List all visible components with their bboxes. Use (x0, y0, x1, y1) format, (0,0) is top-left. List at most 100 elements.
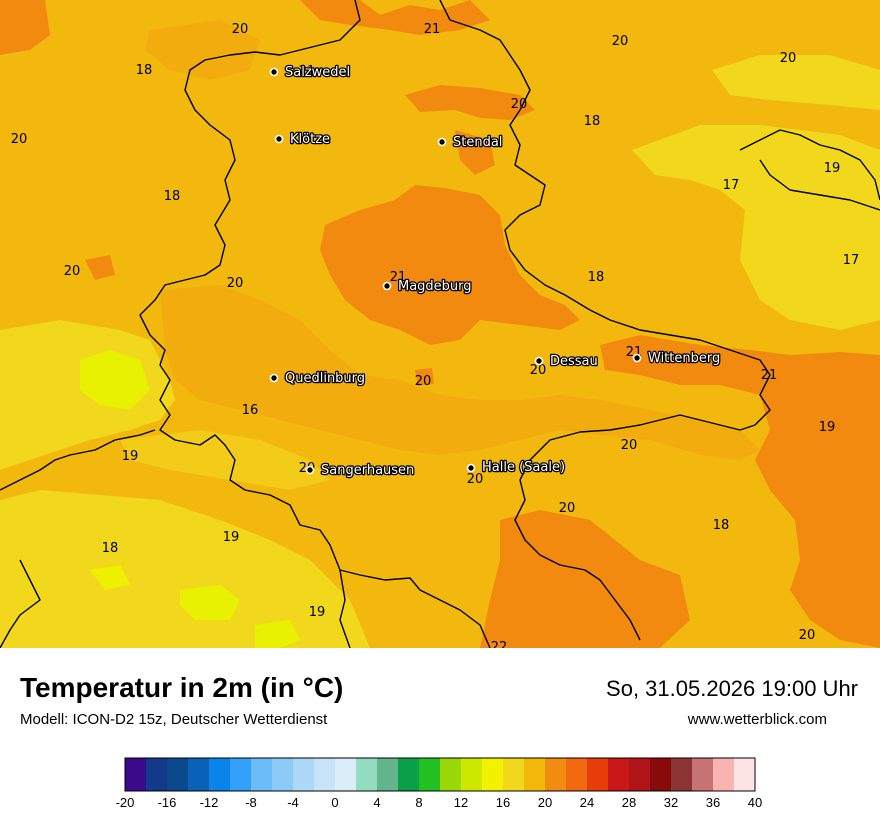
legend-tick-label: 0 (331, 795, 338, 810)
temp-label: 20 (11, 132, 28, 147)
temp-label: 17 (843, 253, 860, 268)
map-title: Temperatur in 2m (in °C) (20, 672, 344, 703)
temp-label: 20 (621, 438, 638, 453)
temp-label: 18 (588, 270, 605, 285)
city-magdeburg: Magdeburg (382, 278, 473, 295)
temp-label: 17 (723, 178, 740, 193)
temp-label: 21 (761, 368, 778, 383)
legend-swatch (230, 758, 252, 791)
city-name: Sangerhausen (321, 463, 414, 478)
city-marker (437, 137, 447, 147)
legend-tick-label: -4 (287, 795, 299, 810)
legend-tick-label: -12 (200, 795, 219, 810)
legend-swatch (251, 758, 273, 791)
temp-label: 19 (309, 605, 326, 620)
temp-label: 20 (799, 628, 816, 643)
temp-label: 20 (64, 264, 81, 279)
legend-swatch (209, 758, 231, 791)
legend-swatch (188, 758, 210, 791)
legend-swatch (125, 758, 147, 791)
legend-swatch (146, 758, 168, 791)
legend-tick-label: 12 (454, 795, 468, 810)
city-name: Salzwedel (285, 65, 350, 80)
cities: Salzwedel Klötze Stendal Magdeburg Dessa… (269, 64, 722, 479)
city-marker (269, 67, 279, 77)
temp-label: 20 (530, 363, 547, 378)
city-name: Halle (Saale) (482, 460, 565, 475)
city-quedlinburg: Quedlinburg (269, 370, 366, 387)
legend-swatch (587, 758, 609, 791)
city-marker (382, 281, 392, 291)
city-name: Magdeburg (398, 279, 472, 294)
temp-label: 18 (713, 518, 730, 533)
temp-label: 20 (227, 276, 244, 291)
city-marker (466, 463, 476, 473)
temp-label: 19 (824, 161, 841, 176)
temp-label: 20 (415, 374, 432, 389)
city-name: Wittenberg (648, 351, 720, 366)
legend-tick-label: 4 (373, 795, 380, 810)
temp-label: 18 (102, 541, 119, 556)
legend-swatch (398, 758, 420, 791)
legend-swatch (692, 758, 714, 791)
legend-tick-label: 28 (622, 795, 636, 810)
city-marker (534, 356, 544, 366)
temp-label: 18 (164, 189, 181, 204)
temp-label: 21 (299, 64, 316, 79)
city-marker (632, 353, 642, 363)
legend-swatch (335, 758, 357, 791)
city-name: Dessau (550, 354, 598, 369)
color-legend: -20 -16 -12 -8 -4 0 4 8 12 16 20 24 28 32 36 40 (0, 755, 880, 815)
legend-swatch (608, 758, 630, 791)
legend-swatch (167, 758, 189, 791)
legend-swatch (419, 758, 441, 791)
temp-label: 16 (242, 403, 259, 418)
forecast-datetime: So, 31.05.2026 19:00 Uhr (606, 676, 858, 701)
city-kloetze: Klötze (274, 131, 331, 148)
zone-21-wittenberg (480, 335, 880, 648)
zone-18-east (632, 55, 880, 330)
model-source: Modell: ICON-D2 15z, Deutscher Wetterdie… (20, 711, 328, 728)
temp-label: 20 (780, 51, 797, 66)
legend-swatch (734, 758, 756, 791)
legend-tick-label: 40 (748, 795, 762, 810)
city-salzwedel: Salzwedel (269, 64, 351, 81)
legend-swatch (293, 758, 315, 791)
legend-swatch (377, 758, 399, 791)
temp-label: 18 (584, 114, 601, 129)
legend-tick-label: -16 (158, 795, 177, 810)
website-link[interactable]: www.wetterblick.com (687, 711, 827, 728)
legend-tick-label: 36 (706, 795, 720, 810)
legend-border (124, 757, 756, 792)
legend-swatch (713, 758, 735, 791)
temp-label: 20 (511, 97, 528, 112)
legend-tick-label: 20 (538, 795, 552, 810)
legend-swatch (545, 758, 567, 791)
temp-label: 20 (232, 22, 249, 37)
legend-swatch (524, 758, 546, 791)
legend-swatch (440, 758, 462, 791)
state-borders (0, 0, 880, 648)
legend-swatch (461, 758, 483, 791)
legend-swatch (629, 758, 651, 791)
zone-16-lime (80, 350, 300, 648)
temp-label: 21 (390, 270, 407, 285)
city-marker (305, 465, 315, 475)
temp-label: 20 (559, 501, 576, 516)
temp-label: 21 (424, 22, 441, 37)
temp-label: 20 (612, 34, 629, 49)
temp-label: 18 (136, 63, 153, 78)
city-sangerhausen: Sangerhausen (305, 462, 416, 479)
legend-tick-label: 32 (664, 795, 678, 810)
city-halle: Halle (Saale) (466, 459, 566, 476)
temperature-map: 20 21 20 18 20 18 20 18 17 19 20 20 20 2… (0, 0, 880, 648)
map-footer (0, 648, 880, 830)
legend-tick-label: 24 (580, 795, 594, 810)
legend-swatch (272, 758, 294, 791)
temp-label: 19 (122, 449, 139, 464)
legend-tick-label: 16 (496, 795, 510, 810)
temperature-labels: 20 21 20 18 20 18 20 18 17 19 20 20 20 2… (11, 22, 860, 648)
city-wittenberg: Wittenberg (632, 350, 722, 367)
legend-swatch (482, 758, 504, 791)
legend-swatch (503, 758, 525, 791)
